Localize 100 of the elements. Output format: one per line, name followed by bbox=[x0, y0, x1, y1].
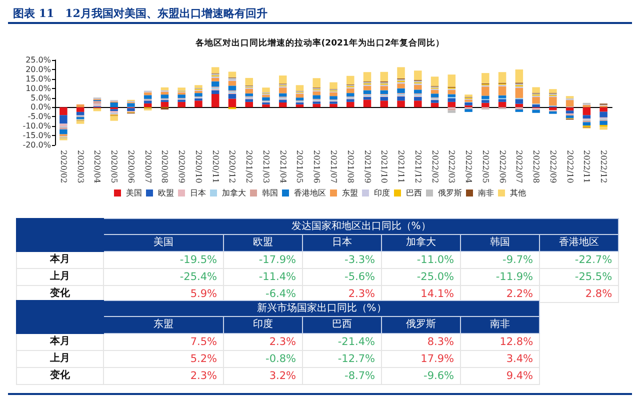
category-label: 欧盟 bbox=[224, 234, 302, 252]
text: 上月 bbox=[16, 268, 104, 286]
data-label: -5.6% bbox=[302, 268, 382, 286]
data-label: -8.7% bbox=[302, 368, 382, 384]
x-tick-label: 2021/02 bbox=[244, 150, 254, 184]
x-tick-label: 2022/09 bbox=[548, 150, 558, 184]
text: 本月 bbox=[16, 252, 104, 268]
data-label: 9.4% bbox=[460, 368, 540, 384]
category-label: 俄罗斯 bbox=[382, 316, 460, 334]
category-label: 南非 bbox=[460, 316, 540, 334]
legend-label: 东盟 bbox=[342, 188, 358, 198]
x-tick-label: 2021/07 bbox=[329, 150, 338, 184]
data-label: 3.4% bbox=[460, 350, 540, 368]
legend-label: 日本 bbox=[190, 188, 206, 198]
y-tick-label: 0.0% bbox=[30, 102, 52, 112]
legend-label: 美国 bbox=[126, 188, 142, 198]
data-label: -12.7% bbox=[302, 350, 382, 368]
data-label: -6.4% bbox=[224, 286, 302, 302]
x-tick-label: 2022/11 bbox=[582, 150, 592, 184]
legend-label: 巴西 bbox=[406, 188, 422, 198]
x-tick-label: 2022/08 bbox=[532, 150, 541, 184]
text: 本月 bbox=[16, 334, 104, 350]
category-label: 日本 bbox=[302, 234, 382, 252]
x-tick-label: 2021/09 bbox=[362, 150, 372, 184]
legend-label: 加拿大 bbox=[222, 188, 246, 198]
category-label: 加拿大 bbox=[382, 234, 460, 252]
legend-label: 欧盟 bbox=[158, 188, 174, 198]
x-tick-label: 2021/12 bbox=[413, 150, 422, 184]
category-label: 韩国 bbox=[460, 234, 540, 252]
x-tick-label: 2021/03 bbox=[261, 150, 270, 184]
data-label: 8.3% bbox=[382, 334, 460, 350]
data-label: -25.4% bbox=[104, 268, 224, 286]
data-label: -11.0% bbox=[382, 252, 460, 268]
data-label: 2.3% bbox=[104, 368, 224, 384]
x-tick-label: 2022/05 bbox=[480, 150, 490, 184]
x-tick-label: 2021/04 bbox=[278, 150, 288, 184]
x-tick-label: 2021/05 bbox=[295, 150, 304, 184]
data-label: -3.3% bbox=[302, 252, 382, 268]
data-label: -17.9% bbox=[224, 252, 302, 268]
x-tick-label: 2020/04 bbox=[92, 150, 102, 184]
x-tick-label: 2021/06 bbox=[312, 150, 322, 184]
y-tick-label: -20.0% bbox=[22, 140, 52, 150]
data-label: 7.5% bbox=[104, 334, 224, 350]
category-label: 香港地区 bbox=[540, 234, 619, 252]
x-tick-label: 2020/03 bbox=[76, 150, 85, 184]
data-label: 5.2% bbox=[104, 350, 224, 368]
legend-label: 香港地区 bbox=[294, 188, 326, 198]
data-label: -25.5% bbox=[540, 268, 619, 286]
data-label: 12.8% bbox=[460, 334, 540, 350]
chart-subtitle: 各地区对出口同比增速的拉动率(2021年为出口2年复合同比） bbox=[194, 38, 445, 48]
category-label: 美国 bbox=[104, 234, 224, 252]
text: 变化 bbox=[16, 286, 104, 302]
x-tick-label: 2020/12 bbox=[228, 150, 237, 184]
data-label: 2.3% bbox=[224, 334, 302, 350]
chart-title: 图表 11 12月我国对美国、东盟出口增速略有回升 bbox=[13, 7, 268, 20]
x-tick-label: 2020/06 bbox=[126, 150, 136, 184]
x-tick-label: 2021/10 bbox=[380, 150, 389, 184]
data-label: -9.6% bbox=[382, 368, 460, 384]
data-label: -0.8% bbox=[224, 350, 302, 368]
category-label: 印度 bbox=[224, 316, 302, 334]
x-tick-label: 2020/05 bbox=[110, 150, 119, 184]
x-tick-label: 2022/04 bbox=[464, 150, 474, 184]
data-label: 2.3% bbox=[302, 286, 382, 302]
category-label: 东盟 bbox=[104, 316, 224, 334]
y-tick-label: 15.0% bbox=[26, 74, 52, 84]
text: 新兴市场国家出口同比（%） bbox=[104, 300, 540, 316]
y-tick-label: 5.0% bbox=[30, 93, 52, 102]
data-label: 2.8% bbox=[540, 286, 619, 302]
text: 发达国家和地区出口同比（%） bbox=[104, 218, 619, 234]
x-tick-label: 2020/11 bbox=[210, 150, 220, 184]
x-tick-label: 2022/12 bbox=[599, 150, 608, 184]
y-tick-label: 10.0% bbox=[26, 84, 52, 93]
legend-label: 其他 bbox=[510, 188, 526, 198]
data-label: 14.1% bbox=[382, 286, 460, 302]
data-label: -21.4% bbox=[302, 334, 382, 350]
x-tick-label: 2022/07 bbox=[514, 150, 524, 184]
y-tick-label: -5.0% bbox=[28, 112, 52, 122]
category-label: 巴西 bbox=[302, 316, 382, 334]
data-label: 5.9% bbox=[104, 286, 224, 302]
y-tick-label: -10.0% bbox=[22, 122, 52, 131]
x-tick-label: 2022/10 bbox=[565, 150, 574, 184]
legend-label: 印度 bbox=[374, 188, 390, 198]
legend-label: 俄罗斯 bbox=[438, 188, 462, 198]
y-tick-label: 25.0% bbox=[26, 56, 52, 64]
x-tick-label: 2021/08 bbox=[346, 150, 355, 184]
data-label: 3.2% bbox=[224, 368, 302, 384]
x-tick-label: 2020/09 bbox=[177, 150, 186, 184]
data-label: -22.7% bbox=[540, 252, 619, 268]
text: 变化 bbox=[16, 368, 104, 384]
y-tick-label: -15.0% bbox=[22, 131, 52, 140]
x-tick-label: 2020/08 bbox=[160, 150, 170, 184]
x-tick-label: 2022/06 bbox=[498, 150, 507, 184]
data-label: -19.5% bbox=[104, 252, 224, 268]
text: 上月 bbox=[16, 350, 104, 368]
x-tick-label: 2020/10 bbox=[194, 150, 203, 184]
data-label: 17.9% bbox=[382, 350, 460, 368]
x-tick-label: 2022/02 bbox=[430, 150, 440, 184]
data-label: 2.2% bbox=[460, 286, 540, 302]
y-tick-label: 20.0% bbox=[26, 64, 52, 74]
x-tick-label: 2022/03 bbox=[447, 150, 456, 184]
